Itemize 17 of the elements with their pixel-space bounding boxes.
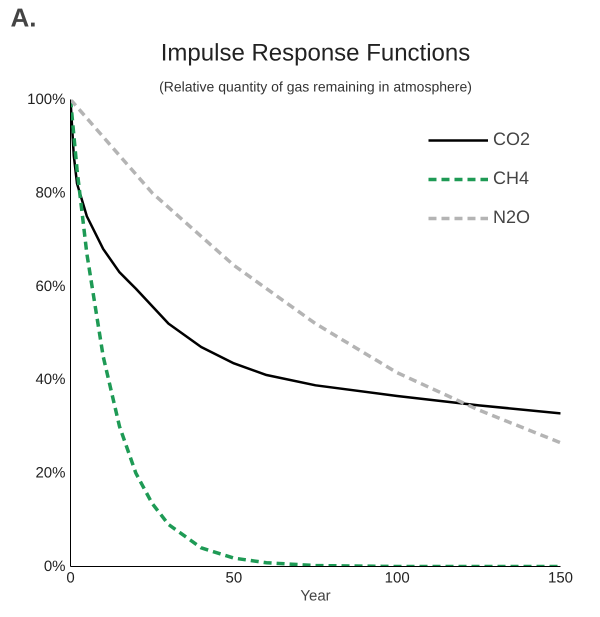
x-tick-label: 100 [384, 570, 410, 586]
chart-title: Impulse Response Functions [160, 40, 470, 66]
y-tick-label: 40% [35, 371, 66, 388]
text: A. [10, 2, 36, 32]
legend-label: CH4 [492, 168, 529, 189]
y-tick-label: 60% [35, 278, 66, 295]
x-tick-label: 150 [548, 570, 574, 586]
y-tick-label: 80% [35, 184, 66, 202]
legend-label: CO2 [492, 129, 530, 150]
x-tick-label: 50 [225, 570, 242, 586]
y-tick-label: 0% [44, 558, 66, 575]
y-tick-label: 100% [27, 91, 66, 108]
y-tick-label: 20% [35, 464, 66, 482]
x-axis-title: Year [300, 588, 331, 604]
chart-subtitle: (Relative quantity of gas remaining in atmosphere) [159, 78, 472, 94]
x-tick-label: 0 [66, 570, 75, 586]
legend-label: N2O [492, 207, 530, 228]
